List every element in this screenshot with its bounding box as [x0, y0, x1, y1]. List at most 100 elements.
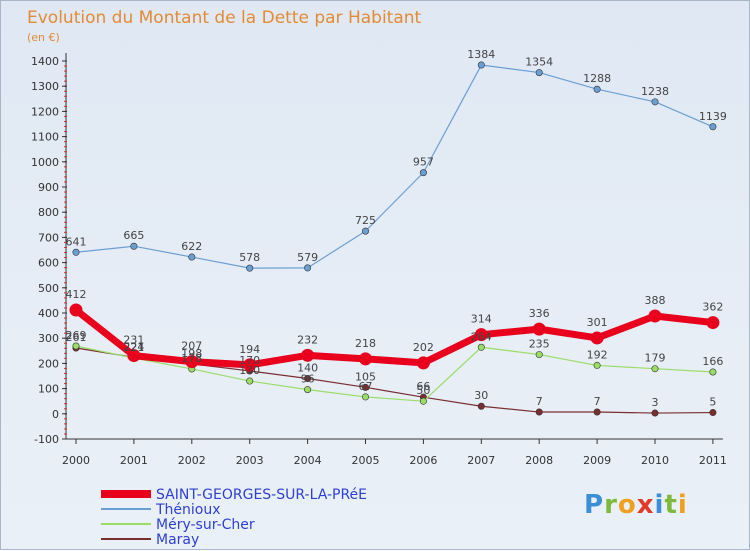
x-tick-label: 2000	[62, 454, 90, 467]
data-label: 50	[416, 384, 430, 397]
data-point	[477, 61, 485, 69]
y-tick-label: 0	[52, 408, 59, 421]
x-tick-label: 2007	[467, 454, 495, 467]
data-point	[304, 264, 312, 272]
legend-label: SAINT-GEORGES-SUR-LA-PRéE	[156, 487, 367, 503]
x-tick-label: 2008	[525, 454, 553, 467]
data-label: 622	[181, 240, 202, 253]
x-tick-label: 2001	[120, 454, 148, 467]
x-tick-label: 2002	[178, 454, 206, 467]
data-point	[709, 409, 717, 417]
series-line	[75, 64, 714, 269]
data-label: 194	[239, 343, 260, 356]
data-label: 957	[413, 156, 434, 169]
legend: SAINT-GEORGES-SUR-LA-PRéEThéniouxMéry-su…	[101, 487, 367, 548]
data-point	[419, 397, 427, 405]
x-tick-label: 2010	[641, 454, 669, 467]
y-tick-label: 400	[38, 307, 59, 320]
legend-label: Thénioux	[155, 502, 221, 518]
data-point	[535, 351, 543, 359]
data-point	[304, 386, 312, 394]
y-tick-label: 600	[38, 257, 59, 270]
data-label: 269	[66, 329, 87, 342]
data-point	[246, 377, 254, 385]
data-point	[593, 361, 601, 369]
data-label: 198	[181, 347, 202, 360]
legend-label: Maray	[156, 532, 199, 548]
data-label: 3	[652, 396, 659, 409]
data-point	[419, 169, 427, 177]
data-point	[361, 393, 369, 401]
x-tick-label: 2011	[699, 454, 727, 467]
data-point	[532, 322, 546, 336]
data-label: 207	[181, 340, 202, 353]
data-label: 264	[471, 330, 492, 343]
y-tick-label: 300	[38, 332, 59, 345]
y-tick-label: 700	[38, 231, 59, 244]
y-tick-label: 1100	[31, 131, 59, 144]
data-point	[593, 408, 601, 416]
data-label: 166	[702, 355, 723, 368]
y-tick-label: 200	[38, 357, 59, 370]
data-point	[304, 375, 312, 383]
data-label: 362	[702, 301, 723, 314]
data-point	[416, 356, 430, 370]
data-label: 202	[413, 341, 434, 354]
data-point	[474, 328, 488, 342]
data-label: 5	[709, 396, 716, 409]
y-tick-label: 1200	[31, 105, 59, 118]
data-point	[709, 368, 717, 376]
data-label: 192	[587, 348, 608, 361]
data-label: 301	[587, 316, 608, 329]
data-label: 725	[355, 214, 376, 227]
data-label: 179	[645, 352, 666, 365]
y-tick-label: 800	[38, 206, 59, 219]
chart-subtitle: (en €)	[27, 31, 60, 44]
data-point	[651, 98, 659, 106]
data-label: 579	[297, 251, 318, 264]
data-point	[709, 123, 717, 131]
x-tick-label: 2009	[583, 454, 611, 467]
data-label: 1288	[583, 72, 611, 85]
data-label: 66	[416, 380, 430, 393]
data-point	[477, 343, 485, 351]
data-point	[72, 248, 80, 256]
data-point	[301, 348, 315, 362]
data-label: 231	[123, 334, 144, 347]
data-label: 388	[645, 294, 666, 307]
x-tick-label: 2003	[236, 454, 264, 467]
data-label: 224	[123, 340, 144, 353]
data-label: 412	[66, 288, 87, 301]
data-point	[243, 358, 257, 372]
x-tick-label: 2005	[352, 454, 380, 467]
data-label: 30	[474, 389, 488, 402]
data-label: 96	[301, 373, 315, 386]
data-point	[69, 303, 83, 317]
y-tick-label: 900	[38, 181, 59, 194]
series-line	[75, 345, 713, 402]
data-point	[127, 349, 141, 363]
data-label: 221	[123, 341, 144, 354]
data-point	[185, 355, 199, 369]
x-tick-label: 2006	[409, 454, 437, 467]
data-label: 1354	[525, 56, 553, 69]
data-label: 218	[355, 337, 376, 350]
data-label: 1238	[641, 85, 669, 98]
y-tick-label: -100	[34, 433, 59, 446]
series-line	[73, 307, 714, 369]
data-point	[246, 264, 254, 272]
data-point	[590, 331, 604, 345]
data-point	[706, 316, 720, 330]
data-label: 1139	[699, 110, 727, 123]
data-label: 140	[297, 362, 318, 375]
data-label: 105	[355, 370, 376, 383]
data-point	[648, 309, 662, 323]
y-tick-label: 1000	[31, 156, 59, 169]
data-point	[359, 352, 372, 366]
y-tick-label: 500	[38, 282, 59, 295]
data-label: 336	[529, 307, 550, 320]
data-label: 641	[66, 235, 87, 248]
data-label: 67	[359, 380, 373, 393]
data-point	[593, 85, 601, 93]
